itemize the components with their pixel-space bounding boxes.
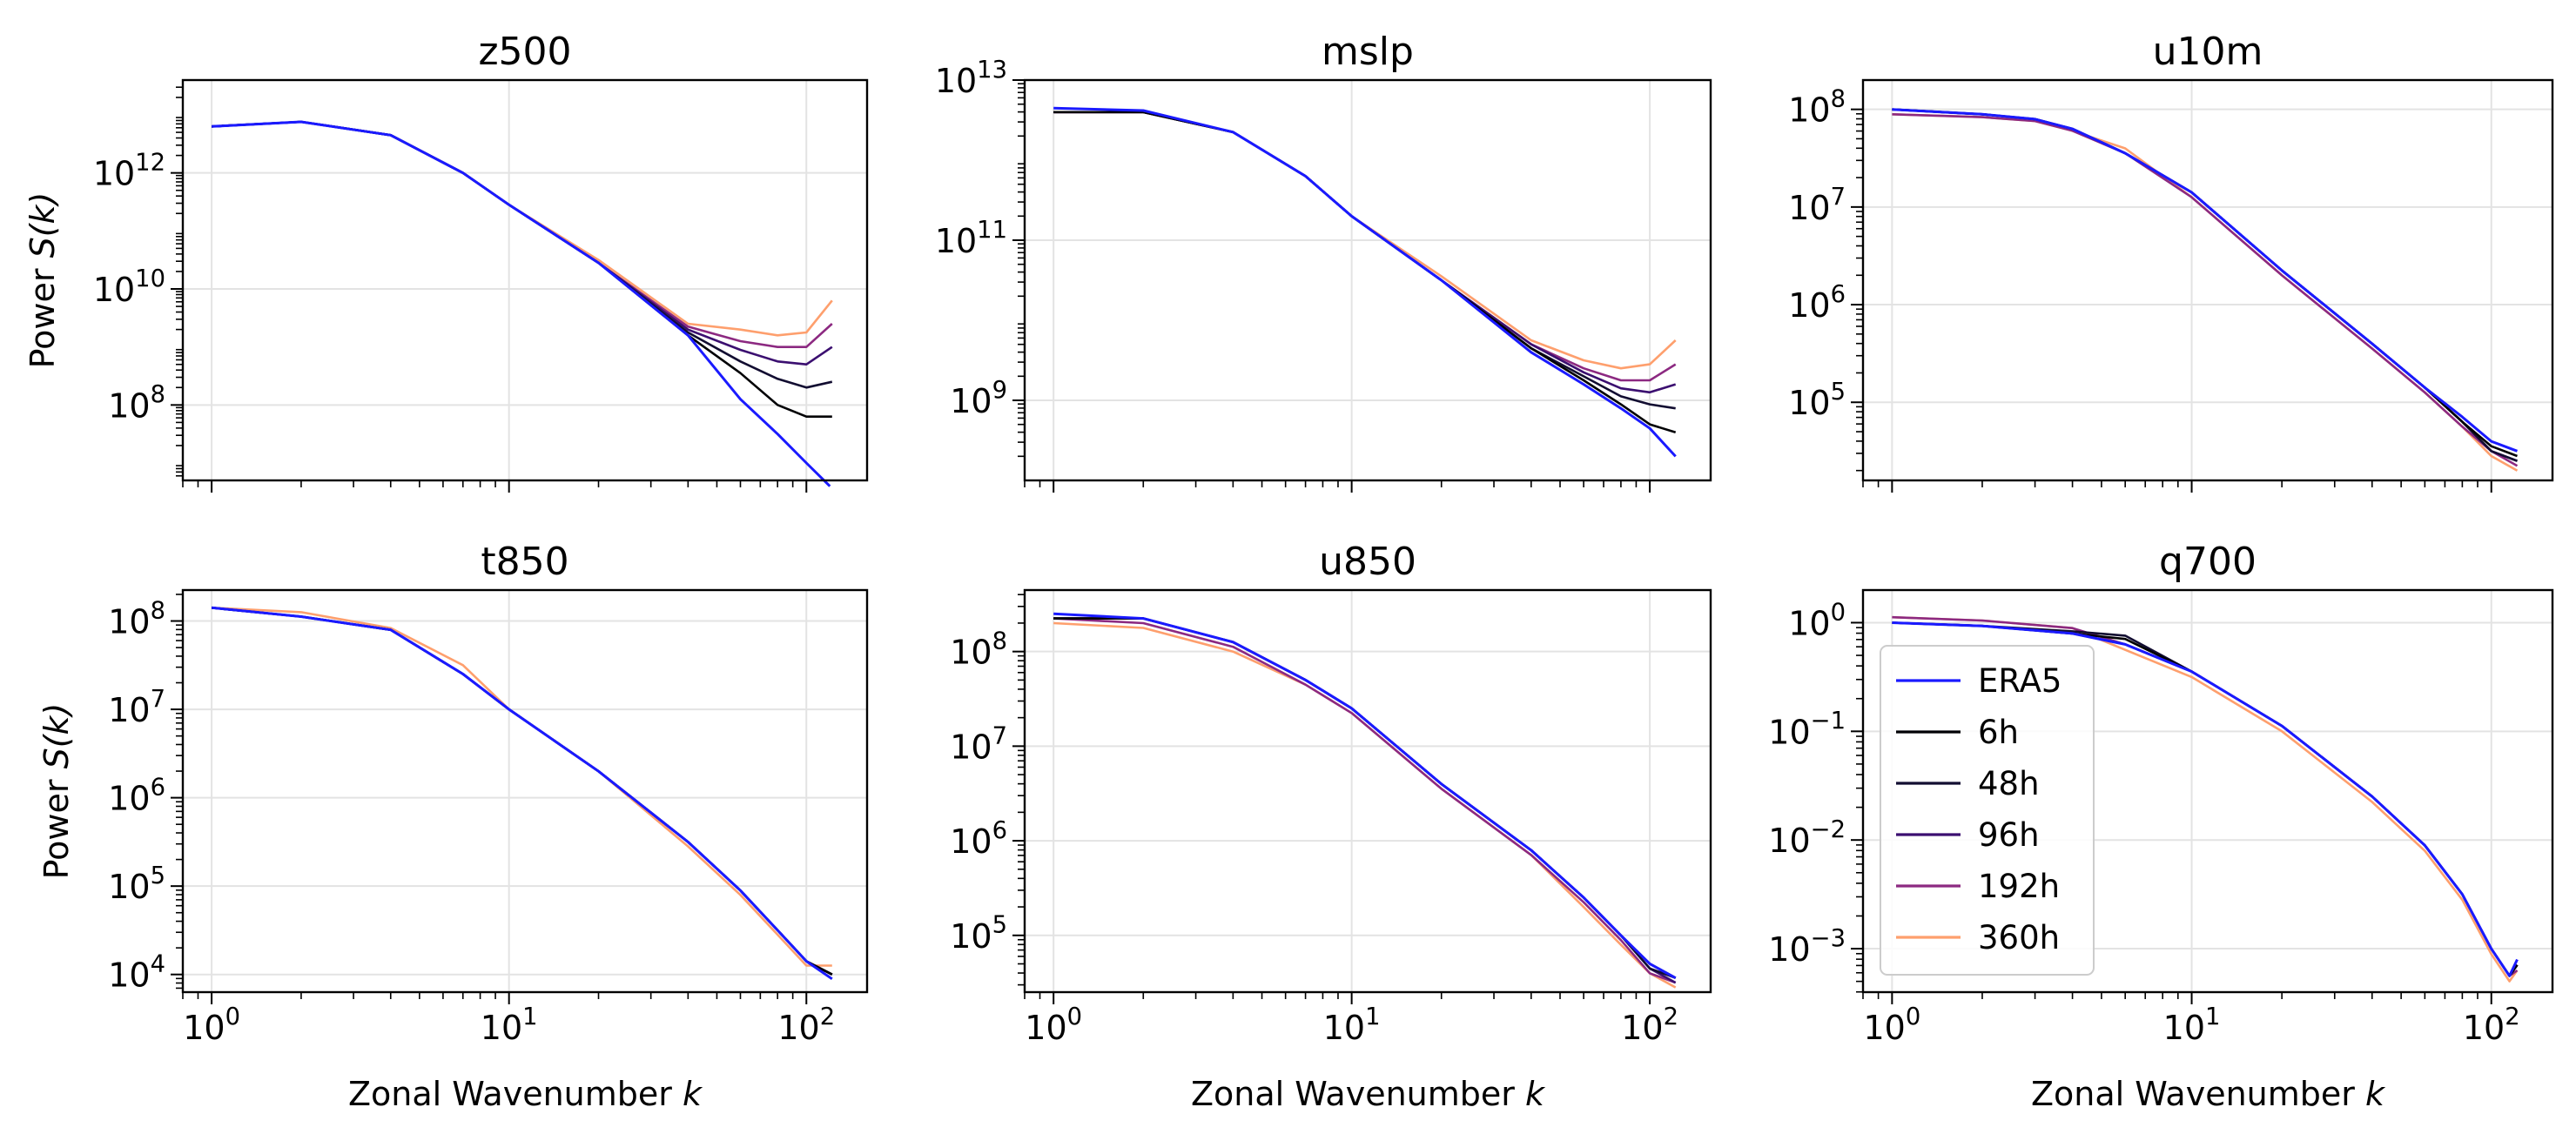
- series-line-ERA5: [1053, 612, 1677, 980]
- y-tick-label: 100: [1788, 599, 1846, 642]
- y-tick-label: 108: [108, 381, 165, 425]
- legend-label-ERA5: ERA5: [1978, 662, 2061, 700]
- series-line-6h: [1892, 108, 2518, 458]
- x-tick-label: 101: [481, 1003, 538, 1047]
- series-line-96h: [1053, 111, 1677, 394]
- y-tick-label: 109: [950, 377, 1007, 420]
- legend-box: [1880, 645, 2095, 976]
- legend-label-6h: 6h: [1978, 714, 2019, 751]
- panel-title: q700: [2159, 540, 2257, 584]
- panel-frame: [1023, 588, 1712, 994]
- series-line-96h: [1053, 617, 1677, 984]
- legend-label-360h: 360h: [1978, 919, 2060, 956]
- series-line-96h: [211, 607, 833, 976]
- series-line-96h: [1892, 108, 2518, 462]
- y-tick-label: 107: [108, 686, 165, 729]
- series-line-6h: [211, 607, 833, 976]
- series-line-48h: [212, 120, 833, 389]
- y-tick-label: 105: [1788, 379, 1846, 422]
- y-tick-label: 10−1: [1768, 708, 1846, 751]
- y-tick-label: 105: [108, 862, 165, 906]
- series-line-192h: [1892, 113, 2519, 467]
- series-line-48h: [1892, 108, 2518, 462]
- x-tick-label: 100: [183, 1003, 240, 1047]
- y-tick-label: 10−3: [1768, 925, 1846, 969]
- series-line-ERA5: [211, 606, 833, 981]
- panel-z500: z500 Power S(k): [24, 30, 869, 493]
- y-tick-label: 1010: [93, 265, 165, 309]
- legend-label-48h: 48h: [1978, 765, 2040, 802]
- series-line-48h: [211, 607, 833, 976]
- panel-frame: [181, 78, 869, 482]
- x-axis-label: Zonal Wavenumber k: [348, 1075, 703, 1113]
- x-axis-label: Zonal Wavenumber k: [2031, 1075, 2386, 1113]
- y-tick-label: 108: [1788, 86, 1846, 130]
- x-tick-label: 102: [1621, 1003, 1678, 1047]
- y-tick-label: 1013: [935, 57, 1007, 100]
- x-axis-label: Zonal Wavenumber k: [1191, 1075, 1546, 1113]
- panel-u850: u850 Zonal Wavenumber k: [1012, 540, 1712, 1113]
- panel-mslp: mslp: [1012, 30, 1712, 493]
- x-tick-label: 101: [1323, 1003, 1381, 1047]
- panel-u10m: u10m: [1851, 30, 2554, 493]
- series-line-ERA5: [1892, 621, 2519, 977]
- y-axis-label: Power S(k): [24, 192, 62, 369]
- panel-title: u850: [1319, 540, 1416, 584]
- y-tick-label: 108: [950, 628, 1007, 672]
- y-tick-label: 108: [108, 597, 165, 641]
- y-tick-label: 104: [108, 951, 165, 995]
- series-line-360h: [212, 607, 832, 967]
- panel-frame: [1861, 588, 2554, 994]
- y-tick-label: 106: [108, 775, 165, 818]
- x-tick-label: 100: [1025, 1003, 1082, 1047]
- y-tick-label: 107: [1788, 184, 1846, 227]
- panel-frame: [181, 588, 869, 994]
- series-line-360h: [1892, 113, 2519, 472]
- y-tick-label: 1011: [935, 217, 1007, 260]
- x-tick-label: 100: [1863, 1003, 1920, 1047]
- legend: ERA5 6h 48h 96h 192h 360h: [1880, 645, 2095, 976]
- y-tick-label: 1012: [93, 150, 165, 193]
- y-tick-label: 106: [1788, 281, 1846, 325]
- series-line-192h: [1053, 111, 1677, 382]
- y-tick-label: 105: [950, 912, 1007, 956]
- x-tick-label: 102: [777, 1003, 835, 1047]
- y-tick-label: 10−2: [1768, 816, 1846, 860]
- series-line-192h: [211, 607, 833, 976]
- series-line-360h: [1053, 621, 1677, 989]
- series-line-48h: [1053, 617, 1677, 979]
- panel-title: z500: [478, 30, 571, 74]
- y-tick-label: 107: [950, 722, 1007, 766]
- y-axis-label: Power S(k): [37, 703, 76, 880]
- series-line-ERA5: [1892, 108, 2519, 453]
- panel-frame: [1023, 78, 1712, 482]
- series-line-192h: [212, 120, 833, 348]
- series-line-6h: [1053, 617, 1677, 979]
- legend-label-96h: 96h: [1978, 816, 2040, 854]
- series-line-ERA5: [1053, 106, 1677, 458]
- series-line-ERA5: [212, 120, 831, 487]
- series-line-360h: [212, 120, 833, 337]
- y-tick-label: 106: [950, 817, 1007, 861]
- panel-title: t850: [481, 540, 568, 584]
- panel-title: u10m: [2153, 30, 2263, 74]
- x-tick-label: 101: [2163, 1003, 2221, 1047]
- panel-title: mslp: [1322, 30, 1414, 74]
- series-line-6h: [212, 120, 832, 418]
- series-line-96h: [212, 120, 833, 366]
- series-line-192h: [1053, 617, 1677, 984]
- legend-label-192h: 192h: [1978, 868, 2060, 905]
- panel-frame: [1861, 78, 2554, 482]
- x-tick-label: 102: [2463, 1003, 2520, 1047]
- series-line-48h: [1053, 111, 1676, 410]
- panel-t850: t850 Zonal Wavenumber k Power S(k): [37, 540, 869, 1113]
